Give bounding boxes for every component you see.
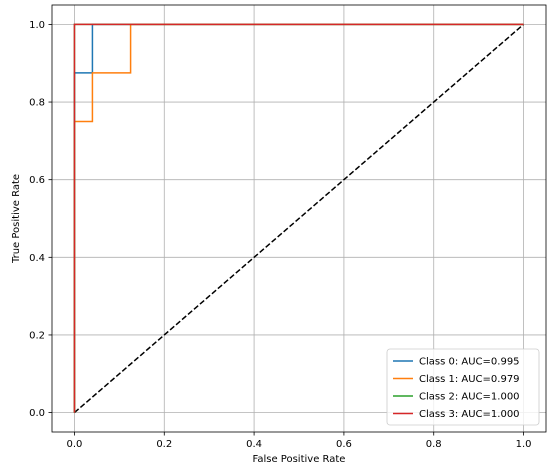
x-axis-label: False Positive Rate [253,454,346,465]
y-axis-label: True Positive Rate [11,174,22,264]
legend-label-class-0: Class 0: AUC=0.995 [419,357,520,368]
y-tick-label-1: 0.2 [29,330,45,341]
chance-diagonal-line [73,23,525,414]
plot-area-frame [51,4,547,433]
x-tick-label-5: 1.0 [516,439,532,450]
x-tick-label-3: 0.6 [336,439,352,450]
x-tick-label-0: 0.0 [67,439,83,450]
x-tick-label-2: 0.4 [246,439,262,450]
reference-diagonal [73,23,525,414]
legend-label-class-1: Class 1: AUC=0.979 [419,374,520,385]
axis-ticks: 0.0 0.2 0.4 0.6 0.8 1.0 0.0 0.2 0.4 0.6 0.8 1.0 [29,20,531,450]
series-line-class-3 [73,23,524,413]
y-tick-label-4: 0.8 [29,98,45,109]
legend-label-class-3: Class 3: AUC=1.000 [419,409,520,420]
y-tick-label-3: 0.6 [29,175,45,186]
legend: Class 0: AUC=0.995 Class 1: AUC=0.979 Clas… [386,348,540,426]
y-tick-label-0: 0.0 [29,408,45,419]
roc-series [73,23,524,413]
legend-box [386,348,540,426]
y-tick-label-2: 0.4 [29,253,45,264]
x-tick-label-1: 0.2 [156,439,172,450]
y-tick-label-5: 1.0 [29,20,45,31]
legend-label-class-2: Class 2: AUC=1.000 [419,392,520,403]
x-tick-label-4: 0.8 [426,439,442,450]
